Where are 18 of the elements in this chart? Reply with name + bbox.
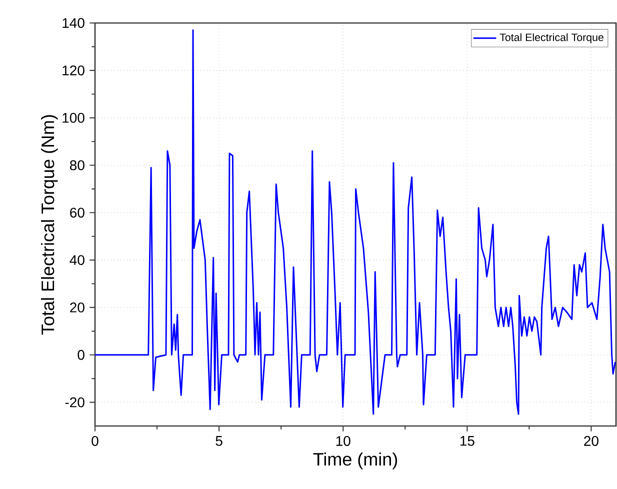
legend-label: Total Electrical Torque <box>500 33 604 44</box>
line-series <box>95 29 616 415</box>
x-axis-title: Time (min) <box>313 452 398 470</box>
y-axis-title: Total Electrical Torque (Nm) <box>40 115 58 335</box>
y-tick-label: 60 <box>70 208 84 218</box>
y-tick-label: 140 <box>62 18 84 28</box>
x-tick-label: 5 <box>216 436 222 446</box>
y-tick-label: 40 <box>70 255 84 266</box>
x-tick-label: 20 <box>584 436 598 446</box>
x-tick-label: 10 <box>336 436 350 446</box>
y-tick-label: 80 <box>70 160 84 170</box>
y-tick-label: -20 <box>65 397 84 408</box>
y-tick-label: 0 <box>78 350 84 360</box>
x-tick-label: 0 <box>92 436 98 446</box>
x-tick-label: 15 <box>460 436 474 446</box>
y-tick-label: 120 <box>62 65 84 76</box>
y-tick-label: 100 <box>62 112 84 123</box>
y-tick-label: 20 <box>70 302 84 312</box>
